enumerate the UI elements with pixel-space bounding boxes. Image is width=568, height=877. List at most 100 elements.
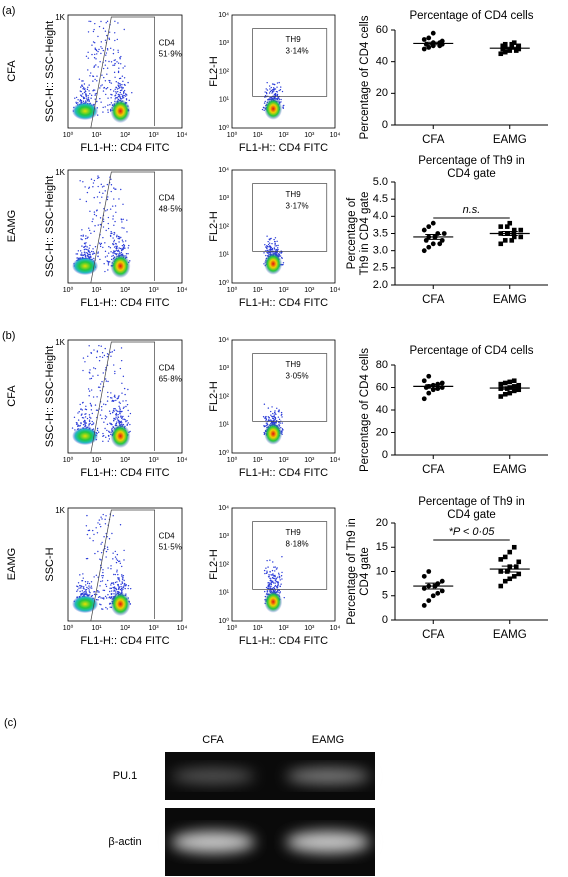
x-tick-label: 10¹ [253, 457, 264, 464]
event-dot [89, 253, 91, 256]
event-dot [110, 102, 113, 104]
event-dot [97, 596, 100, 598]
gate [252, 28, 328, 97]
event-dot [106, 198, 109, 201]
event-dot [122, 243, 125, 246]
gel-band [286, 768, 370, 784]
event-dot [106, 209, 109, 211]
event-dot [80, 238, 82, 240]
event-dot [86, 533, 89, 536]
event-dot [81, 409, 84, 411]
event-dot [127, 388, 129, 391]
event-dot [96, 196, 99, 198]
event-dot [123, 387, 126, 390]
panel-label: (b) [2, 330, 15, 342]
x-axis-label: FL1-H:: CD4 FITC [80, 142, 169, 154]
event-dot [272, 87, 275, 89]
event-dot [265, 88, 267, 90]
dot-chart: 0 20 40 60 Percentage of CD4 cells Percentage… [359, 10, 548, 146]
event-dot [117, 71, 120, 74]
event-dot [90, 585, 93, 587]
event-dot [101, 541, 103, 544]
y-tick-label: 10¹ [219, 252, 230, 259]
event-dot [98, 25, 101, 28]
event-dot [124, 240, 127, 242]
event-dot [125, 584, 127, 586]
event-dot [123, 406, 125, 408]
event-dot [106, 429, 108, 432]
event-dot [79, 180, 81, 182]
event-dot [116, 38, 118, 41]
event-dot [89, 402, 92, 405]
gate-label: TH9 [286, 35, 302, 44]
event-dot [100, 580, 102, 583]
event-dot [88, 585, 90, 587]
event-dot [104, 256, 107, 258]
event-dot [87, 98, 90, 101]
event-dot [84, 186, 86, 188]
event-dot [274, 576, 276, 578]
event-dot [109, 606, 111, 608]
event-dot [92, 182, 95, 184]
event-dot [88, 251, 90, 253]
event-dot [119, 252, 121, 255]
event-dot [109, 208, 112, 210]
event-dot [113, 573, 115, 576]
event-dot [267, 240, 269, 243]
event-dot [106, 546, 109, 548]
event-dot [92, 529, 94, 532]
event-dot [97, 550, 99, 553]
event-dot [102, 192, 104, 195]
gate [90, 171, 155, 284]
y-tick-label: 10² [219, 561, 230, 568]
gate [252, 521, 328, 590]
y-tick-label: 1K [55, 338, 65, 347]
event-dot [99, 585, 101, 587]
event-dot [107, 216, 110, 219]
event-dot [119, 420, 121, 423]
event-dot [274, 578, 276, 580]
event-dot [102, 574, 104, 577]
event-dot [106, 356, 109, 358]
event-dot [264, 91, 266, 93]
event-dot [129, 587, 132, 590]
event-dot [112, 411, 114, 414]
group-label: EAMG [6, 210, 18, 242]
event-dot [92, 90, 94, 92]
event-dot [107, 49, 109, 51]
event-dot [110, 184, 113, 186]
event-dot [88, 419, 91, 421]
event-dot [101, 186, 104, 188]
x-tick-label: 10⁴ [177, 457, 188, 464]
event-dot [122, 375, 125, 378]
event-dot [131, 92, 133, 94]
event-dot [281, 90, 284, 93]
event-dot [100, 41, 102, 43]
event-dot [90, 417, 92, 419]
event-dot [91, 220, 93, 223]
event-dot [122, 248, 124, 251]
event-dot [93, 349, 95, 351]
event-dot [101, 577, 104, 579]
error-bar [501, 565, 518, 573]
event-dot [110, 230, 112, 233]
event-dot [117, 49, 119, 51]
event-dot [115, 97, 117, 99]
event-dot [97, 185, 99, 188]
event-dot [115, 253, 117, 256]
event-dot [279, 591, 282, 593]
event-dot [119, 524, 122, 526]
x-tick-label: 10³ [148, 625, 159, 632]
event-dot [278, 89, 280, 92]
event-dot [280, 98, 282, 101]
event-dot [273, 577, 275, 580]
event-dot [85, 55, 88, 57]
event-dot [103, 185, 105, 187]
event-dot [87, 97, 90, 99]
event-dot [104, 347, 106, 350]
event-dot [80, 86, 82, 88]
event-dot [121, 84, 123, 86]
y-axis-label: FL2-H [208, 549, 220, 580]
event-dot [122, 94, 124, 96]
event-dot [273, 248, 276, 250]
